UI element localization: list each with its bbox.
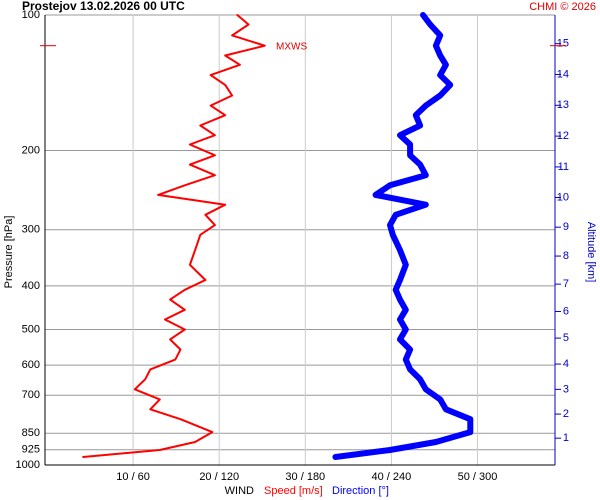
y-tick-label: 600 bbox=[22, 359, 40, 371]
y2-tick-label: 5 bbox=[563, 332, 569, 344]
profile-line bbox=[82, 14, 266, 458]
y-tick-label: 925 bbox=[22, 444, 40, 456]
y2-tick-label: 6 bbox=[563, 305, 569, 317]
y2-tick-label: 8 bbox=[563, 250, 569, 262]
y2-tick-label: 1 bbox=[563, 432, 569, 444]
legend-entry: Direction [°] bbox=[332, 485, 389, 497]
y2-tick-label: 13 bbox=[557, 99, 569, 111]
x-tick-label: 30 / 180 bbox=[285, 471, 325, 483]
annotation: MXWS bbox=[276, 41, 307, 52]
y2-tick-label: 10 bbox=[557, 191, 569, 203]
y2-tick-label: 2 bbox=[563, 408, 569, 420]
x-axis-label: WIND bbox=[225, 485, 254, 497]
y-tick-label: 1000 bbox=[16, 459, 40, 471]
y2-tick-label: 9 bbox=[563, 221, 569, 233]
chart-title: Prostejov 13.02.2026 00 UTC bbox=[22, 0, 185, 13]
y2-tick-label: 12 bbox=[557, 130, 569, 142]
y-tick-label: 700 bbox=[22, 389, 40, 401]
y-tick-label: 200 bbox=[22, 144, 40, 156]
profile-line bbox=[332, 12, 474, 460]
y-tick-label: 100 bbox=[22, 9, 40, 21]
y2-tick-label: 15 bbox=[557, 38, 569, 50]
y-tick-label: 850 bbox=[22, 427, 40, 439]
y2-tick-label: 11 bbox=[558, 161, 569, 173]
y2-tick-label: 3 bbox=[563, 383, 569, 395]
y2-tick-label: 4 bbox=[563, 358, 569, 370]
legend-entry: Speed [m/s] bbox=[264, 485, 323, 497]
x-tick-label: 50 / 300 bbox=[458, 471, 498, 483]
y-tick-label: 500 bbox=[22, 323, 40, 335]
y-tick-label: 300 bbox=[22, 224, 40, 236]
x-tick-label: 40 / 240 bbox=[372, 471, 412, 483]
y-tick-label: 400 bbox=[22, 280, 40, 292]
y2-tick-label: 7 bbox=[563, 278, 569, 290]
y2-axis-label: Altitude [km] bbox=[585, 222, 597, 283]
y2-tick-label: 14 bbox=[557, 68, 569, 80]
x-tick-label: 10 / 60 bbox=[116, 471, 150, 483]
x-tick-label: 20 / 120 bbox=[199, 471, 239, 483]
y-axis-label: Pressure [hPa] bbox=[3, 216, 15, 289]
credit: CHMI © 2026 bbox=[529, 1, 596, 13]
